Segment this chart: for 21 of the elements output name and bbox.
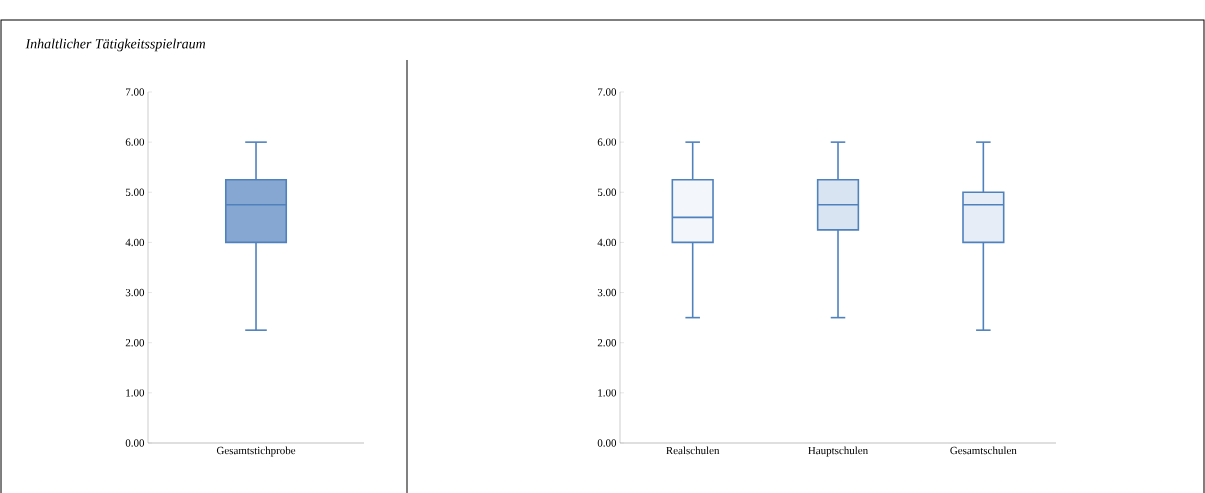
y-tick-label: 0.00 (125, 439, 145, 447)
x-tick-label: Gesamtschulen (950, 446, 1017, 455)
y-tick-label: 1.00 (126, 389, 145, 397)
x-tick-label: Hauptschulen (808, 446, 868, 457)
y-tick-label: 1.00 (598, 389, 617, 397)
y-tick-label: 3.00 (125, 288, 145, 297)
x-tick-label: Gesamtstichprobe (216, 446, 296, 457)
y-tick-label: 6.00 (125, 138, 145, 146)
y-tick-label: 7.00 (126, 88, 145, 96)
y-tick-label: 6.00 (597, 138, 617, 146)
y-tick-label: 5.00 (597, 188, 617, 196)
y-tick-label: 5.00 (125, 188, 145, 196)
chart-title: Inhaltlicher Tätigkeitsspielraum (25, 38, 206, 52)
y-tick-label: 2.00 (125, 338, 145, 347)
y-tick-label: 4.00 (125, 238, 145, 247)
y-tick-label: 0.00 (597, 439, 617, 447)
y-tick-label: 7.00 (598, 88, 617, 96)
y-tick-label: 4.00 (597, 238, 617, 247)
x-tick-label: Realschulen (666, 446, 720, 455)
y-tick-label: 3.00 (597, 288, 617, 297)
y-tick-label: 2.00 (597, 338, 617, 347)
